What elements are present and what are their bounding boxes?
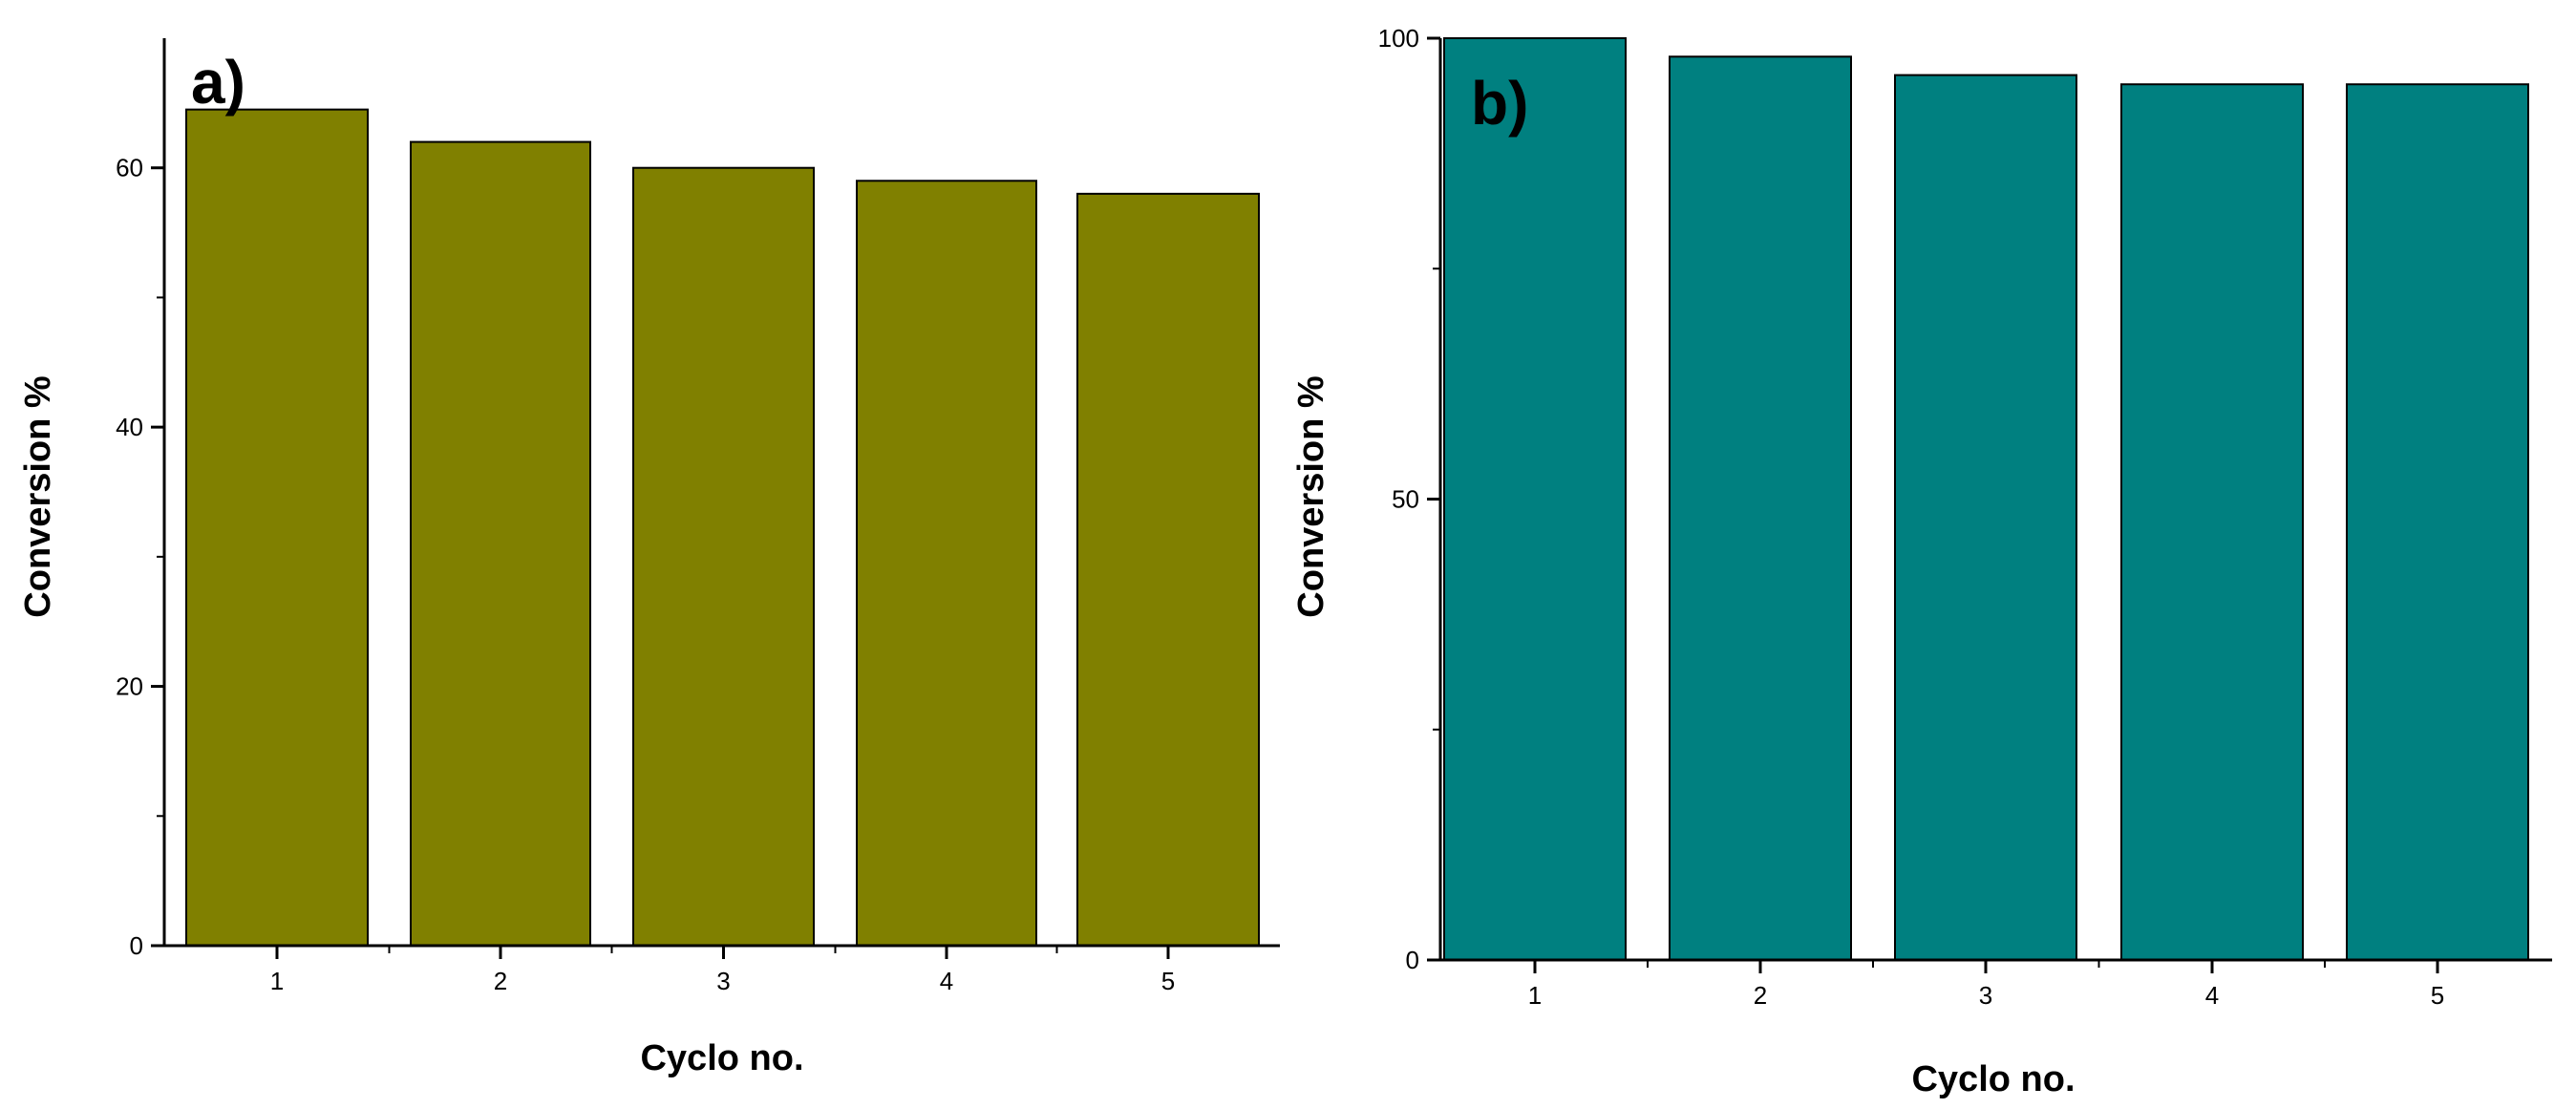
bar-c0-3 — [632, 166, 815, 947]
panel-label: b) — [1471, 69, 1528, 138]
bar-c1-2 — [1669, 55, 1852, 962]
y-tick-label: 0 — [130, 931, 143, 960]
x-tick-label: 2 — [1754, 981, 1767, 1010]
x-tick-label: 3 — [1979, 981, 1992, 1010]
y-tick-label: 0 — [1406, 946, 1419, 974]
panel-label: a) — [191, 48, 245, 117]
x-tick-label: 3 — [716, 967, 730, 995]
x-tick-label: 1 — [1528, 981, 1542, 1010]
y-tick-label: 60 — [116, 154, 143, 182]
x-tick-label: 1 — [270, 967, 284, 995]
x-axis-title: Cyclo no. — [1911, 1059, 2075, 1099]
bar-c1-5 — [2346, 83, 2529, 961]
bar-c0-1 — [185, 108, 369, 947]
x-tick-label: 4 — [2205, 981, 2219, 1010]
bar-c0-5 — [1076, 192, 1260, 948]
bar-c1-3 — [1894, 74, 2077, 962]
y-tick-label: 50 — [1392, 485, 1419, 514]
x-tick-label: 4 — [940, 967, 953, 995]
chart-panel-a: 0 20 40 60 1 2 3 4 5 Cyclo no. Conversion % a) — [18, 38, 1280, 1078]
bar-c0-2 — [410, 140, 591, 948]
bar-c1-4 — [2120, 83, 2304, 961]
x-tick-label: 5 — [2431, 981, 2444, 1010]
bar-c1-1 — [1443, 37, 1627, 961]
y-tick-label: 100 — [1378, 24, 1419, 53]
x-tick-label: 2 — [494, 967, 507, 995]
y-tick-label: 40 — [116, 413, 143, 441]
y-axis-title: Conversion % — [1291, 375, 1331, 617]
bar-c0-4 — [856, 180, 1037, 948]
y-axis-title: Conversion % — [18, 375, 58, 617]
y-tick-label: 20 — [116, 672, 143, 701]
chart-panel-b: 0 50 100 1 2 3 4 5 Cyclo no. Conversion % b) — [1291, 24, 2552, 1099]
x-axis-title: Cyclo no. — [640, 1038, 803, 1078]
x-tick-label: 5 — [1161, 967, 1175, 995]
